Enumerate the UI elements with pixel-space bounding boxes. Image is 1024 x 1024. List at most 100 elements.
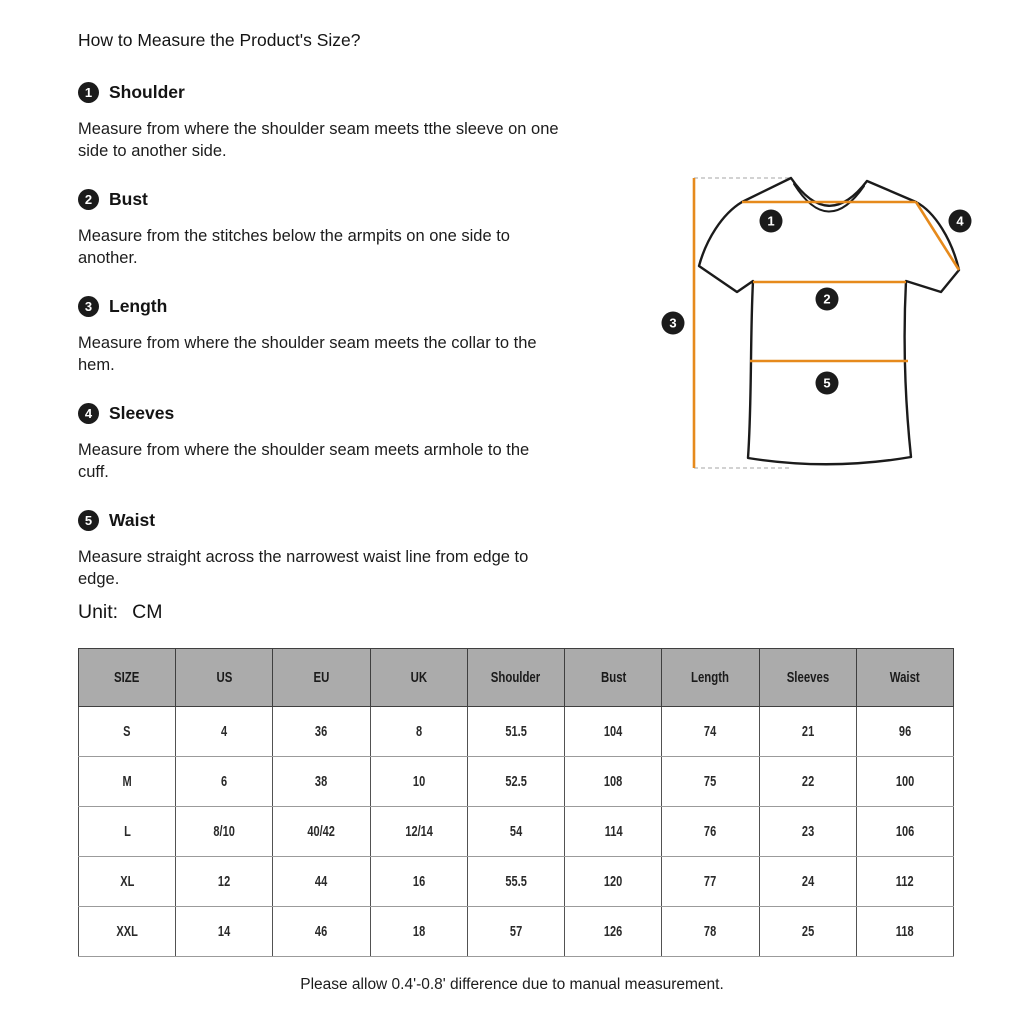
step-description-line-1: Measure from where the shoulder seam mee… — [78, 441, 530, 459]
step-2-badge: 2 — [78, 188, 99, 210]
measure-line-sleeves — [914, 201, 961, 271]
step-description-line-2: side to another side. — [78, 142, 227, 160]
size-cell: 114 — [564, 806, 663, 857]
size-cell: 4 — [175, 706, 274, 757]
unit-value: CM — [132, 601, 163, 623]
step-label: Sleeves — [109, 402, 175, 423]
size-row-xl: XL 12 44 16 55.5 120 77 24 112 — [77, 856, 955, 907]
page-title: How to Measure the Product's Size? — [78, 30, 361, 50]
size-cell: 52.5 — [466, 756, 566, 807]
step-label: Shoulder — [109, 81, 185, 102]
size-cell: 76 — [661, 806, 760, 857]
size-cell: 77 — [661, 856, 760, 907]
size-cell: 74 — [661, 706, 760, 757]
instruction-heading: 1 Shoulder — [78, 81, 653, 103]
size-cell: 24 — [758, 856, 857, 907]
footer-note: Please allow 0.4'-0.8' difference due to… — [300, 976, 724, 993]
step-description-line-2: edge. — [78, 570, 120, 588]
size-table: SIZE US EU UK Shoulder Bust Length Sleev… — [77, 648, 955, 957]
size-cell: 36 — [272, 706, 371, 757]
size-row-s: S 4 36 8 51.5 104 74 21 96 — [77, 706, 955, 757]
column-header-size: SIZE — [77, 648, 177, 707]
step-description-line-1: Measure straight across the narrowest wa… — [78, 548, 529, 566]
size-cell: 126 — [564, 906, 663, 957]
column-header-us: US — [175, 648, 274, 707]
column-header-eu: EU — [272, 648, 371, 707]
instruction-heading: 2 Bust — [78, 188, 653, 210]
size-cell: 120 — [564, 856, 663, 907]
size-cell: 106 — [855, 806, 955, 857]
column-header-sleeves: Sleeves — [758, 648, 857, 707]
step-number: 2 — [84, 191, 93, 207]
instruction-heading: 5 Waist — [78, 509, 653, 531]
step-description-line-1: Measure from where the shoulder seam mee… — [78, 334, 537, 352]
marker-number: 2 — [823, 292, 830, 307]
step-label: Length — [109, 295, 168, 316]
instruction-item-length: 3 Length Measure from where the shoulder… — [78, 295, 653, 376]
instruction-list: 1 Shoulder Measure from where the should… — [78, 81, 653, 590]
size-cell: 38 — [272, 756, 371, 807]
size-cell: 118 — [855, 906, 955, 957]
step-1-badge: 1 — [78, 81, 99, 103]
size-table-container: SIZE US EU UK Shoulder Bust Length Sleev… — [77, 648, 955, 957]
step-5-badge: 5 — [78, 509, 99, 531]
size-cell: 75 — [661, 756, 760, 807]
size-cell: 46 — [272, 906, 371, 957]
marker-number: 4 — [956, 214, 964, 229]
step-description-line-2: hem. — [78, 356, 115, 374]
instruction-item-sleeves: 4 Sleeves Measure from where the shoulde… — [78, 402, 653, 483]
size-cell: L — [77, 806, 177, 857]
size-cell: XL — [77, 856, 177, 907]
size-cell: 14 — [175, 906, 274, 957]
size-cell: 16 — [369, 856, 468, 907]
instruction-item-waist: 5 Waist Measure straight across the narr… — [78, 509, 653, 590]
size-cell: 8/10 — [175, 806, 274, 857]
step-number: 1 — [84, 84, 93, 100]
size-cell: 57 — [466, 906, 566, 957]
size-cell: 8 — [369, 706, 468, 757]
size-row-l: L 8/10 40/42 12/14 54 114 76 23 106 — [77, 806, 955, 857]
step-number: 4 — [84, 405, 93, 421]
step-description-line-1: Measure from the stitches below the armp… — [78, 227, 510, 245]
column-header-waist: Waist — [855, 648, 955, 707]
instruction-item-bust: 2 Bust Measure from the stitches below t… — [78, 188, 653, 269]
size-cell: 44 — [272, 856, 371, 907]
step-4-badge: 4 — [78, 402, 99, 424]
step-3-badge: 3 — [78, 295, 99, 317]
step-description-line-2: another. — [78, 249, 138, 267]
size-cell: 25 — [758, 906, 857, 957]
size-cell: 10 — [369, 756, 468, 807]
size-cell: 23 — [758, 806, 857, 857]
step-label: Bust — [109, 188, 148, 209]
diagram-marker-length: 3 — [661, 311, 685, 335]
size-cell: 22 — [758, 756, 857, 807]
size-cell: 54 — [466, 806, 566, 857]
instruction-heading: 4 Sleeves — [78, 402, 653, 424]
size-cell: 18 — [369, 906, 468, 957]
step-number: 3 — [84, 298, 93, 314]
size-cell: 78 — [661, 906, 760, 957]
marker-number: 5 — [823, 376, 830, 391]
diagram-marker-sleeves: 4 — [948, 209, 972, 233]
marker-number: 1 — [767, 214, 774, 229]
step-description: Measure from the stitches below the armp… — [78, 225, 653, 269]
unit-row: Unit: CM — [78, 601, 162, 624]
collar-inner-line — [793, 183, 865, 213]
step-number: 5 — [84, 512, 93, 528]
tshirt-outline — [697, 176, 961, 466]
instruction-heading: 3 Length — [78, 295, 653, 317]
size-cell: 12/14 — [369, 806, 468, 857]
diagram-marker-shoulder: 1 — [759, 209, 783, 233]
size-cell: 40/42 — [272, 806, 371, 857]
unit-label: Unit: — [78, 601, 119, 623]
column-header-length: Length — [661, 648, 760, 707]
size-cell: 112 — [855, 856, 955, 907]
size-cell: 21 — [758, 706, 857, 757]
size-row-m: M 6 38 10 52.5 108 75 22 100 — [77, 756, 955, 807]
marker-number: 3 — [669, 316, 676, 331]
instruction-item-shoulder: 1 Shoulder Measure from where the should… — [78, 81, 653, 162]
size-row-xxl: XXL 14 46 18 57 126 78 25 118 — [77, 906, 955, 957]
size-cell: S — [77, 706, 177, 757]
step-description-line-2: cuff. — [78, 463, 109, 481]
